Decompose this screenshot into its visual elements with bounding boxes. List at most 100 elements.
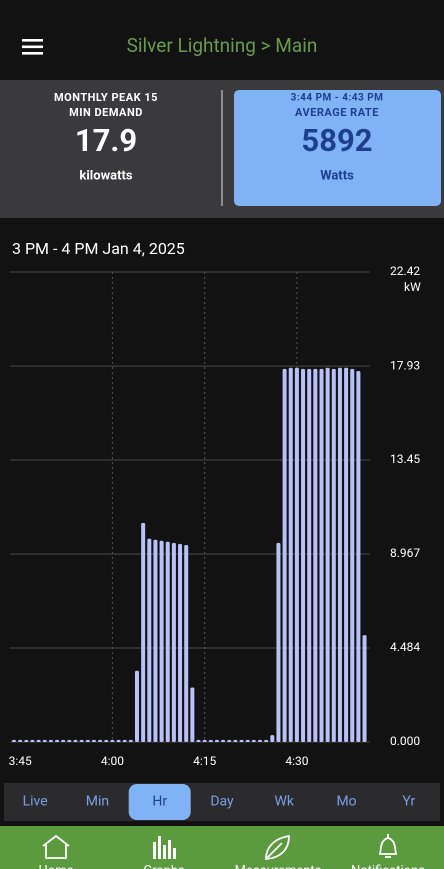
bar — [178, 543, 183, 742]
bar — [331, 368, 336, 742]
icon-bar — [173, 848, 176, 859]
tab[interactable]: Day — [210, 794, 234, 810]
tab[interactable]: Wk — [275, 794, 295, 810]
bar — [30, 739, 35, 742]
bar — [104, 739, 109, 742]
bar — [276, 542, 281, 742]
bar — [233, 739, 238, 742]
y-unit: kW — [404, 280, 421, 294]
bar — [202, 739, 207, 742]
rate-unit: Watts — [320, 168, 354, 183]
rate-time: 3:44 PM - 4:43 PM — [291, 93, 384, 104]
graphs-icon[interactable] — [153, 836, 176, 859]
bar — [221, 739, 226, 742]
bar — [325, 367, 330, 742]
bar — [116, 739, 121, 742]
tab-selected — [128, 784, 191, 820]
x-tick-label: 4:00 — [101, 754, 124, 768]
bar — [128, 739, 133, 742]
nav-label[interactable]: Graphs — [143, 863, 185, 869]
bar — [159, 540, 164, 742]
bar — [48, 739, 53, 742]
bar — [239, 739, 244, 742]
bar — [135, 670, 139, 742]
chart-title: 3 PM - 4 PM Jan 4, 2025 — [12, 239, 185, 258]
menu-button[interactable] — [22, 39, 43, 55]
bar — [141, 522, 146, 742]
bar — [190, 687, 195, 742]
bar — [196, 739, 201, 742]
bar — [42, 739, 47, 742]
nav-label[interactable]: Home — [39, 863, 74, 869]
menu-bar — [22, 52, 43, 55]
bar — [61, 739, 66, 742]
bar — [337, 367, 342, 742]
bar — [319, 368, 324, 742]
peak-label: MONTHLY PEAK 15 — [54, 91, 158, 104]
bottom-nav — [0, 826, 444, 869]
icon-bar — [168, 840, 171, 859]
bar — [12, 739, 16, 742]
bar — [91, 739, 96, 742]
bar — [245, 739, 250, 742]
tab[interactable]: Live — [23, 794, 48, 810]
bar — [36, 739, 41, 742]
chart: 0.000 4.484 8.967 13.45 17.93 22.42 kW 3:45 4:00… — [9, 264, 422, 768]
leaf-icon[interactable] — [265, 834, 290, 860]
bar — [98, 739, 103, 742]
peak-label: MIN DEMAND — [69, 106, 143, 119]
tab[interactable]: Mo — [336, 794, 356, 810]
icon-bar — [163, 845, 166, 859]
bar — [288, 367, 293, 742]
bar — [73, 739, 78, 742]
bar — [110, 739, 115, 742]
bar — [258, 739, 262, 742]
tab[interactable]: Min — [86, 794, 109, 810]
peak-value: 17.9 — [75, 122, 137, 159]
nav-label[interactable]: Notifications — [351, 863, 425, 869]
bar — [18, 739, 23, 742]
icon-bar — [158, 836, 161, 859]
header-title: Silver Lightning > Main — [127, 34, 318, 57]
bar — [208, 739, 213, 742]
rate-card — [234, 90, 441, 206]
bar — [214, 739, 219, 742]
home-icon[interactable] — [42, 834, 70, 859]
tab[interactable]: Hr — [152, 794, 167, 810]
x-tick-label: 4:15 — [193, 754, 216, 768]
nav-labels: Home Graphs Measurements Notifications — [39, 863, 426, 869]
bar — [344, 367, 349, 742]
x-tick-label: 3:45 — [9, 754, 32, 768]
rate-value: 5892 — [301, 122, 372, 159]
bar — [350, 368, 355, 742]
peak-unit: kilowatts — [79, 168, 132, 183]
bar — [147, 538, 152, 742]
tabs: Live Min Hr Day Wk Mo Yr — [23, 784, 416, 820]
bar — [227, 739, 232, 742]
bar — [79, 739, 84, 742]
bar — [165, 541, 170, 742]
x-tick-label: 4:30 — [285, 754, 308, 768]
y-tick-label: 22.42 — [390, 264, 420, 278]
bar — [270, 735, 275, 742]
y-tick-label: 17.93 — [390, 358, 420, 372]
tab[interactable]: Yr — [402, 794, 415, 810]
bar — [184, 544, 189, 742]
bar — [301, 368, 306, 742]
y-tick-label: 4.484 — [390, 640, 420, 654]
bar — [282, 368, 287, 742]
bar — [122, 739, 127, 742]
bar — [356, 370, 361, 742]
nav-label[interactable]: Measurements — [235, 863, 322, 869]
bell-icon[interactable] — [378, 834, 398, 858]
y-tick-label: 8.967 — [390, 546, 420, 560]
bar — [294, 367, 299, 742]
y-tick-label: 13.45 — [390, 452, 420, 466]
bar — [85, 739, 90, 742]
rate-label: AVERAGE RATE — [295, 106, 379, 119]
y-tick-label: 0.000 — [390, 734, 420, 748]
bar — [171, 542, 176, 742]
bar — [24, 739, 29, 742]
bar — [307, 368, 312, 742]
